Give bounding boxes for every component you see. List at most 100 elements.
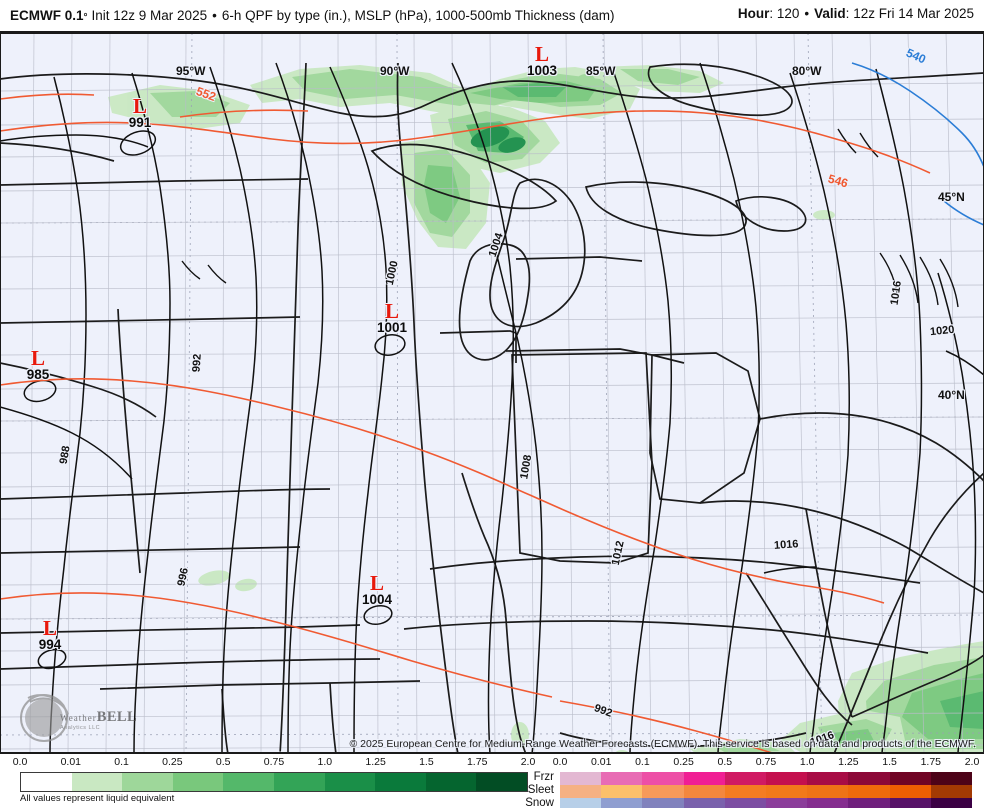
logo-name-row: WeatherBELL — [60, 709, 137, 726]
rain-swatch — [324, 773, 376, 791]
rain-swatch — [71, 773, 123, 791]
ptype-tick: 2.0 — [964, 756, 980, 768]
frzr-swatch — [560, 772, 602, 785]
rain-colorbar-block: 0.0 0.01 0.1 0.25 0.5 0.75 1.0 1.25 1.5 … — [13, 756, 536, 804]
state-boundaries — [0, 62, 984, 752]
sleet-swatch — [601, 785, 643, 798]
sleet-swatch — [560, 785, 602, 798]
frzr-swatch — [930, 772, 973, 785]
sleet-colorbar[interactable] — [560, 785, 973, 798]
rain-tick: 1.75 — [466, 756, 488, 768]
rain-tick: 1.25 — [365, 756, 386, 768]
frzr-swatch — [807, 772, 849, 785]
snow-swatch — [724, 798, 767, 808]
ptype-tick: 1.25 — [838, 756, 859, 768]
rain-swatch — [21, 773, 72, 791]
ptype-label-sleet: Sleet — [527, 784, 554, 796]
county-boundaries — [0, 33, 984, 752]
rain-tick: 0.75 — [263, 756, 285, 768]
ptype-tick: 1.0 — [799, 756, 815, 768]
rain-colorbar[interactable] — [20, 772, 528, 792]
header-right: Hour: 120 • Valid: 12z Fri 14 Mar 2025 — [737, 6, 974, 21]
sleet-swatch — [807, 785, 849, 798]
ptype-row-labels: Frzr Sleet Snow — [494, 771, 554, 808]
rain-swatch — [122, 773, 173, 791]
ptype-tick: 0.01 — [590, 756, 612, 768]
header-bullet-2: • — [804, 6, 810, 21]
frzr-swatch — [642, 772, 684, 785]
snow-swatch — [766, 798, 808, 808]
valid-label: Valid — [814, 6, 846, 21]
ptype-tick: 1.75 — [920, 756, 942, 768]
mslp-isobars — [0, 62, 984, 752]
rain-swatch — [223, 773, 274, 791]
logo-subtext: Analytics LLC — [60, 725, 101, 731]
ptype-colorbar-block: 0.0 0.01 0.1 0.25 0.5 0.75 1.0 1.25 1.5 … — [525, 756, 980, 808]
ptype-tick: 0.5 — [717, 756, 733, 768]
ptype-tick: 0.0 — [552, 756, 568, 768]
rain-tick: 0.0 — [12, 756, 28, 768]
frzr-colorbar[interactable] — [560, 772, 973, 785]
rain-swatch — [425, 773, 477, 791]
frzr-swatch — [889, 772, 931, 785]
ptype-tick: 0.25 — [673, 756, 694, 768]
frzr-swatch — [683, 772, 725, 785]
frzr-swatch — [724, 772, 767, 785]
snow-colorbar[interactable] — [560, 798, 973, 808]
snow-swatch — [560, 798, 602, 808]
sleet-swatch — [889, 785, 931, 798]
header-bullet-1: • — [212, 8, 217, 23]
model-name: ECMWF 0.1 — [10, 8, 84, 23]
rain-swatch — [273, 773, 325, 791]
rain-swatch — [476, 773, 527, 791]
header-left: ECMWF 0.1 ° Init 12z 9 Mar 2025 • 6-h QPF… — [10, 8, 615, 23]
snow-swatch — [807, 798, 849, 808]
weatherbell-wordmark: WeatherBELL Analytics LLC — [60, 709, 137, 731]
sleet-swatch — [724, 785, 767, 798]
ptype-tick: 1.5 — [882, 756, 897, 768]
weatherbell-swirl-icon — [20, 694, 69, 742]
snow-swatch — [848, 798, 890, 808]
rain-colorbar-ticks: 0.0 0.01 0.1 0.25 0.5 0.75 1.0 1.25 1.5 … — [13, 756, 536, 770]
rain-tick: 0.01 — [60, 756, 82, 768]
map-graphics — [0, 33, 984, 752]
rain-tick: 0.1 — [114, 756, 129, 768]
legend-bar: 0.0 0.01 0.1 0.25 0.5 0.75 1.0 1.25 1.5 … — [0, 752, 984, 808]
logo-bell-text: BELL — [96, 709, 138, 725]
ecmwf-copyright: © 2025 European Centre for Medium-Range … — [349, 738, 976, 750]
rain-tick: 1.5 — [419, 756, 434, 768]
sleet-swatch — [848, 785, 890, 798]
valid-value: 12z Fri 14 Mar 2025 — [853, 6, 974, 21]
product-description: 6-h QPF by type (in.), MSLP (hPa), 1000-… — [221, 8, 615, 23]
frzr-swatch — [766, 772, 808, 785]
sleet-swatch — [930, 785, 973, 798]
thickness-contours — [0, 62, 984, 752]
header-bar: ECMWF 0.1 ° Init 12z 9 Mar 2025 • 6-h QPF… — [0, 0, 984, 31]
rain-tick: 2.0 — [520, 756, 536, 768]
snow-swatch — [889, 798, 931, 808]
weatherbell-logo: WeatherBELL Analytics LLC — [12, 692, 147, 744]
ptype-tick: 0.1 — [635, 756, 650, 768]
rain-swatch — [375, 773, 426, 791]
rain-tick: 0.5 — [215, 756, 231, 768]
snow-swatch — [930, 798, 973, 808]
hour-value: 120 — [776, 6, 800, 21]
sleet-swatch — [642, 785, 684, 798]
qpf-liquid-equivalent-note: All values represent liquid equivalent — [20, 793, 175, 804]
degree-symbol: ° — [83, 12, 88, 23]
rain-swatch — [172, 773, 224, 791]
snow-swatch — [683, 798, 725, 808]
map-canvas[interactable]: 95°W 90°W 85°W 80°W 45°N 40°N 1000 1004 … — [0, 31, 984, 752]
snow-swatch — [601, 798, 643, 808]
ptype-label-snow: Snow — [525, 797, 554, 808]
sleet-swatch — [766, 785, 808, 798]
logo-weather-text: Weather — [60, 713, 97, 723]
frzr-swatch — [848, 772, 890, 785]
ptype-label-frzr: Frzr — [533, 771, 554, 783]
hour-label: Hour — [737, 6, 770, 21]
init-time: Init 12z 9 Mar 2025 — [91, 8, 208, 23]
ptype-colorbar-ticks: 0.0 0.01 0.1 0.25 0.5 0.75 1.0 1.25 1.5 … — [553, 756, 980, 770]
snow-swatch — [642, 798, 684, 808]
rain-tick: 1.0 — [317, 756, 333, 768]
